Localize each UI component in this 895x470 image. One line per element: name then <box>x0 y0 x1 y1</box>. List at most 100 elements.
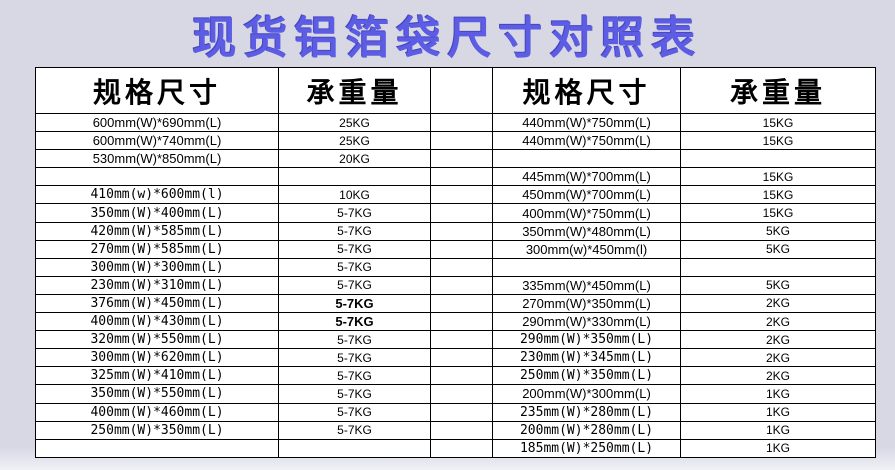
spacer-cell <box>430 312 493 332</box>
spec-cell-right: 350mm(W)*480mm(L) <box>492 221 681 241</box>
spec-cell-right: 185mm(W)*250mm(L) <box>492 438 681 459</box>
table-row: 530mm(W)*850mm(L) 20KG <box>35 149 876 169</box>
spacer-cell <box>430 131 493 151</box>
spacer-cell <box>430 438 493 459</box>
weight-cell-right: 5KG <box>680 275 876 295</box>
spacer-cell <box>430 330 493 350</box>
table-row: 350mm(W)*550mm(L) 5-7KG 200mm(W)*300mm(L) 1… <box>35 384 876 404</box>
spec-cell-right: 200mm(W)*300mm(L) <box>492 384 681 404</box>
page-title: 现货铝箔袋尺寸对照表 <box>192 14 703 63</box>
weight-cell-right: 1KG <box>680 438 876 459</box>
spec-cell-left: 420mm(W)*585mm(L) <box>35 221 279 241</box>
spec-cell-right: 290mm(W)*330mm(L) <box>492 312 681 332</box>
spec-cell-right: 235mm(W)*280mm(L) <box>492 402 681 422</box>
table-row: 250mm(W)*350mm(L) 5-7KG 200mm(W)*280mm(L) 1… <box>35 420 876 440</box>
weight-cell-left <box>278 438 431 459</box>
spacer-cell <box>430 203 493 223</box>
spacer-cell <box>430 420 493 440</box>
weight-cell-right: 2KG <box>680 330 876 350</box>
table-body: 600mm(W)*690mm(L) 25KG 440mm(W)*750mm(L) 15… <box>35 112 876 459</box>
header-spacer <box>430 67 493 114</box>
weight-cell-right: 15KG <box>680 112 876 133</box>
table-row: 600mm(W)*740mm(L) 25KG 440mm(W)*750mm(L) 15… <box>35 131 876 151</box>
spec-cell-left: 300mm(W)*300mm(L) <box>35 257 279 277</box>
spacer-cell <box>430 149 493 169</box>
weight-cell-right: 2KG <box>680 366 876 386</box>
spec-cell-right: 445mm(W)*700mm(L) <box>492 167 681 187</box>
spec-cell-left: 300mm(W)*620mm(L) <box>35 348 279 368</box>
weight-cell-left: 5-7KG <box>278 312 431 332</box>
weight-cell-left: 5-7KG <box>278 257 431 277</box>
spacer-cell <box>430 257 493 277</box>
table-row: 300mm(W)*300mm(L) 5-7KG <box>35 257 876 277</box>
weight-cell-left: 10KG <box>278 185 431 205</box>
spec-cell-right: 450mm(W)*700mm(L) <box>492 185 681 205</box>
size-table: 规格尺寸 承重量 规格尺寸 承重量 600mm(W)*690mm(L) 25KG 4… <box>35 67 876 459</box>
spec-cell-left: 410mm(w)*600mm(l) <box>35 185 279 205</box>
table-row: 300mm(W)*620mm(L) 5-7KG 230mm(W)*345mm(L) 2… <box>35 348 876 368</box>
weight-cell-left: 5-7KG <box>278 293 431 314</box>
weight-cell-right: 15KG <box>680 131 876 151</box>
spec-cell-right: 250mm(W)*350mm(L) <box>492 366 681 386</box>
spec-cell-left: 376mm(W)*450mm(L) <box>35 293 279 314</box>
header-weight-left: 承重量 <box>278 67 431 114</box>
spec-cell-left: 400mm(W)*430mm(L) <box>35 312 279 332</box>
spec-cell-left: 350mm(W)*400mm(L) <box>35 203 279 223</box>
spec-cell-left: 250mm(W)*350mm(L) <box>35 420 279 440</box>
spec-cell-left: 600mm(W)*690mm(L) <box>35 112 279 133</box>
spacer-cell <box>430 185 493 205</box>
weight-cell-left: 5-7KG <box>278 420 431 440</box>
spec-cell-right <box>492 149 681 169</box>
spacer-cell <box>430 239 493 259</box>
spec-cell-left: 320mm(W)*550mm(L) <box>35 330 279 350</box>
weight-cell-left: 5-7KG <box>278 330 431 350</box>
spacer-cell <box>430 402 493 422</box>
weight-cell-left: 5-7KG <box>278 203 431 223</box>
spacer-cell <box>430 112 493 133</box>
table-row: 600mm(W)*690mm(L) 25KG 440mm(W)*750mm(L) 15… <box>35 112 876 133</box>
table-row: 410mm(w)*600mm(l) 10KG 450mm(W)*700mm(L) 15… <box>35 185 876 205</box>
weight-cell-left: 5-7KG <box>278 221 431 241</box>
spec-cell-left <box>35 438 279 459</box>
table-row: 325mm(W)*410mm(L) 5-7KG 250mm(W)*350mm(L) 2… <box>35 366 876 386</box>
weight-cell-right: 15KG <box>680 203 876 223</box>
weight-cell-right: 1KG <box>680 420 876 440</box>
weight-cell-left: 20KG <box>278 149 431 169</box>
weight-cell-right: 15KG <box>680 185 876 205</box>
table-row: 400mm(W)*460mm(L) 5-7KG 235mm(W)*280mm(L) 1… <box>35 402 876 422</box>
spec-cell-right: 440mm(W)*750mm(L) <box>492 112 681 133</box>
spec-cell-right: 400mm(W)*750mm(L) <box>492 203 681 223</box>
weight-cell-left: 5-7KG <box>278 239 431 259</box>
weight-cell-left: 5-7KG <box>278 384 431 404</box>
spec-cell-right: 290mm(W)*350mm(L) <box>492 330 681 350</box>
weight-cell-left: 25KG <box>278 131 431 151</box>
spec-cell-left: 230mm(W)*310mm(L) <box>35 275 279 295</box>
weight-cell-right: 1KG <box>680 402 876 422</box>
header-spec-left: 规格尺寸 <box>35 67 279 114</box>
table-row: 185mm(W)*250mm(L) 1KG <box>35 438 876 459</box>
spec-cell-left <box>35 167 279 187</box>
weight-cell-right <box>680 149 876 169</box>
spec-cell-left: 530mm(W)*850mm(L) <box>35 149 279 169</box>
weight-cell-right: 1KG <box>680 384 876 404</box>
table-row: 445mm(W)*700mm(L) 15KG <box>35 167 876 187</box>
spec-cell-right <box>492 257 681 277</box>
weight-cell-right: 2KG <box>680 312 876 332</box>
weight-cell-left: 5-7KG <box>278 275 431 295</box>
table-row: 420mm(W)*585mm(L) 5-7KG 350mm(W)*480mm(L) 5… <box>35 221 876 241</box>
spec-cell-right: 270mm(W)*350mm(L) <box>492 293 681 314</box>
weight-cell-left <box>278 167 431 187</box>
table-row: 270mm(W)*585mm(L) 5-7KG 300mm(w)*450mm(l) 5… <box>35 239 876 259</box>
weight-cell-right: 2KG <box>680 348 876 368</box>
spec-cell-right: 230mm(W)*345mm(L) <box>492 348 681 368</box>
spec-cell-left: 325mm(W)*410mm(L) <box>35 366 279 386</box>
spec-cell-left: 400mm(W)*460mm(L) <box>35 402 279 422</box>
weight-cell-right <box>680 257 876 277</box>
spec-cell-left: 350mm(W)*550mm(L) <box>35 384 279 404</box>
header-spec-right: 规格尺寸 <box>492 67 681 114</box>
weight-cell-left: 5-7KG <box>278 366 431 386</box>
spacer-cell <box>430 366 493 386</box>
spec-cell-right: 335mm(W)*450mm(L) <box>492 275 681 295</box>
spacer-cell <box>430 348 493 368</box>
spacer-cell <box>430 167 493 187</box>
